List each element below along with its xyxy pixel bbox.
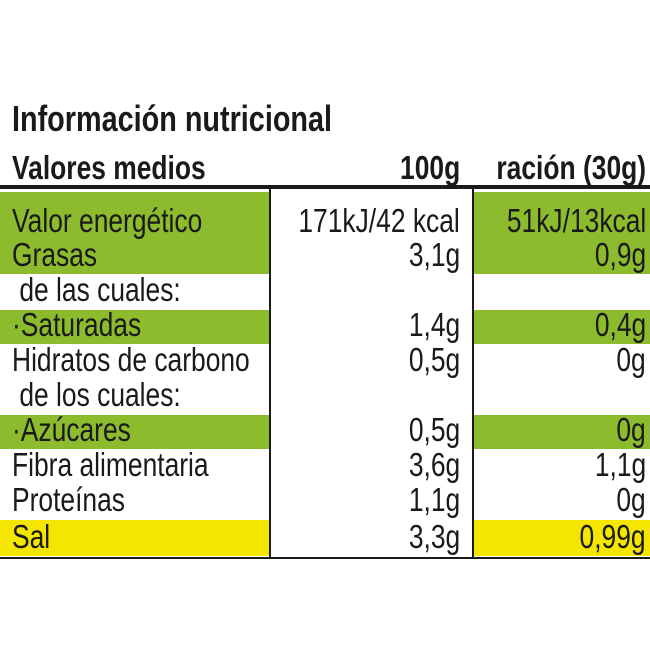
value-100g: 1,1g — [408, 481, 460, 518]
row-highlight — [0, 192, 269, 240]
value-serving: 0,4g — [594, 306, 646, 343]
value-serving: 0g — [616, 481, 646, 518]
header-label: Valores medios — [12, 149, 206, 186]
row-highlight — [474, 415, 650, 449]
header-100g: 100g — [399, 149, 460, 186]
value-100g: 3,1g — [408, 236, 460, 273]
row-label: Fibra alimentaria — [12, 446, 209, 483]
row-label: ·Azúcares — [12, 411, 131, 448]
row-label: de las cuales: — [12, 271, 181, 308]
column-rule — [269, 189, 271, 558]
value-serving: 1,1g — [594, 446, 646, 483]
row-highlight — [474, 520, 650, 556]
value-serving: 0,99g — [579, 518, 646, 555]
row-label: Hidratos de carbono — [12, 341, 250, 378]
row-label: Sal — [12, 518, 51, 555]
row-label: ·Saturadas — [12, 306, 142, 343]
value-serving: 0g — [616, 341, 646, 378]
row-highlight — [0, 310, 269, 344]
title: Información nutricional — [12, 98, 333, 139]
row-highlight — [474, 192, 650, 240]
value-100g: 1,4g — [408, 306, 460, 343]
column-rule — [472, 189, 474, 558]
row-highlight — [474, 310, 650, 344]
value-100g: 3,6g — [408, 446, 460, 483]
row-label: Proteínas — [12, 481, 125, 518]
value-serving: 51kJ/13kcal — [506, 202, 646, 239]
row-label: de los cuales: — [12, 376, 181, 413]
value-serving: 0g — [616, 411, 646, 448]
value-100g: 171kJ/42 kcal — [298, 202, 460, 239]
value-100g: 0,5g — [408, 411, 460, 448]
header-rule — [0, 185, 650, 189]
row-highlight — [0, 520, 269, 556]
bottom-rule — [0, 557, 650, 559]
value-100g: 0,5g — [408, 341, 460, 378]
value-100g: 3,3g — [408, 518, 460, 555]
row-label: Grasas — [12, 236, 98, 273]
row-highlight — [0, 240, 269, 274]
row-highlight — [474, 240, 650, 274]
header-serving: ración (30g) — [496, 149, 646, 186]
row-highlight — [0, 415, 269, 449]
value-serving: 0,9g — [594, 236, 646, 273]
row-label: Valor energético — [12, 202, 203, 239]
